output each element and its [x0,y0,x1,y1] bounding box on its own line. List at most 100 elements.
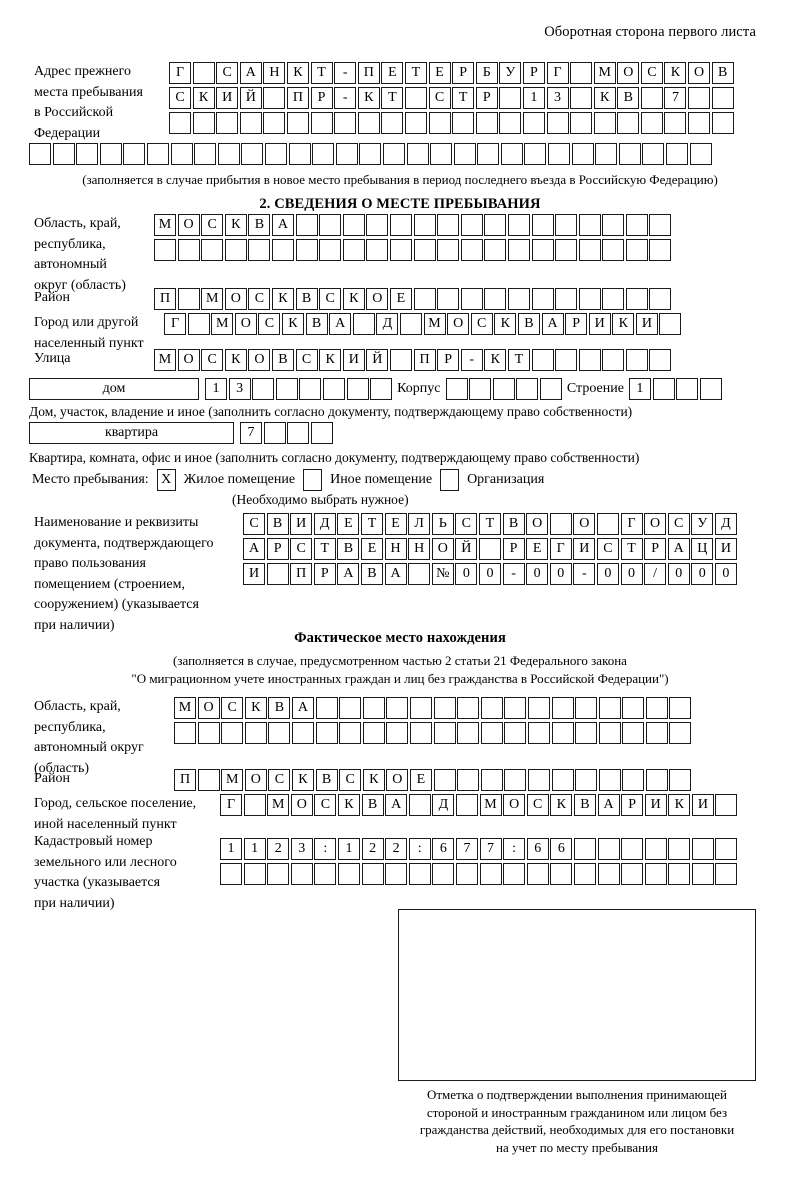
prev-address-r1-cell-3[interactable]: А [239,62,262,84]
al-city-cell-6[interactable]: В [361,794,384,816]
prev-address-r4-cell-22[interactable] [548,143,571,165]
al-cad-r1-cell-17[interactable] [621,838,644,860]
prev-address-r1-cell-0[interactable]: Г [169,62,191,84]
prev-address-r2-cell-17[interactable] [570,87,593,109]
doc-r1-cell-15[interactable] [596,513,619,535]
s2-district-cell-11[interactable] [413,288,436,310]
doc-r3-cell-17[interactable]: / [644,563,667,585]
al-city-cell-4[interactable]: С [314,794,337,816]
doc-r2-cell-17[interactable]: Р [644,538,667,560]
doc-r1-cell-18[interactable]: С [667,513,690,535]
doc-r3-cell-0[interactable]: И [243,563,265,585]
prev-address-r1-cell-16[interactable]: Г [546,62,569,84]
prev-address-r1-cell-2[interactable]: С [216,62,239,84]
prev-address-r4-cell-25[interactable] [618,143,641,165]
s2-district-cell-18[interactable] [578,288,601,310]
prev-address-r2-cell-4[interactable] [263,87,286,109]
al-region-r1-cell-10[interactable] [409,697,432,719]
doc-r1-cell-19[interactable]: У [691,513,714,535]
prev-address-r3-cell-12[interactable] [452,112,475,134]
al-city-cell-8[interactable] [408,794,431,816]
s2-city-cell-9[interactable]: Д [376,313,399,335]
s2-district-cell-2[interactable]: М [201,288,224,310]
al-region-r1-cell-13[interactable] [480,697,503,719]
al-cad-r1-cell-12[interactable]: : [503,838,526,860]
stay-place-checkbox-1[interactable] [303,469,323,491]
al-cad-r1-cell-1[interactable]: 1 [243,838,266,860]
prev-address-r2-cell-14[interactable] [499,87,522,109]
al-cad-r2-cell-21[interactable] [715,863,738,885]
prev-address-r1-cell-1[interactable] [192,62,215,84]
s2-district-cell-21[interactable] [649,288,672,310]
al-region-r2-cell-14[interactable] [504,722,527,744]
korpus-cell-1[interactable] [469,378,492,400]
prev-address-r2-cell-12[interactable]: Т [452,87,475,109]
stroenie-cell-1[interactable] [652,378,675,400]
s2-city-cell-14[interactable]: К [494,313,517,335]
doc-r1-cell-0[interactable]: С [243,513,265,535]
prev-address-r2-cell-5[interactable]: П [286,87,309,109]
prev-address-r1-cell-14[interactable]: У [499,62,522,84]
prev-address-r1-cell-8[interactable]: П [357,62,380,84]
flat-cells[interactable]: 7 [240,422,333,444]
prev-address-r4-cell-12[interactable] [312,143,335,165]
al-region-r1-cell-6[interactable] [315,697,338,719]
prev-address-r2-cell-21[interactable]: 7 [664,87,687,109]
al-region-r2-cell-3[interactable] [244,722,267,744]
al-cad-r1-cell-4[interactable]: : [314,838,337,860]
s2-city-cell-18[interactable]: И [588,313,611,335]
al-region-r2-cell-21[interactable] [669,722,692,744]
doc-r3-cell-9[interactable]: 0 [455,563,478,585]
prev-address-r3-cell-9[interactable] [381,112,404,134]
s2-region-r1-cell-8[interactable] [342,214,365,236]
s2-district-cell-13[interactable] [460,288,483,310]
doc-r2-cell-18[interactable]: А [667,538,690,560]
s2-region-r2-cell-9[interactable] [366,239,389,261]
al-district-cell-3[interactable]: О [244,769,267,791]
prev-address-r4-cell-3[interactable] [99,143,122,165]
prev-address-r1-cell-22[interactable]: О [688,62,711,84]
doc-r3-cell-2[interactable]: П [290,563,313,585]
s2-region-r1-cell-16[interactable] [531,214,554,236]
al-cad-r2-cell-16[interactable] [597,863,620,885]
s2-region-r2-cell-19[interactable] [602,239,625,261]
al-region-row-2[interactable] [174,722,692,744]
doc-r3-cell-19[interactable]: 0 [691,563,714,585]
al-district-cell-20[interactable] [645,769,668,791]
s2-city-cell-4[interactable]: С [258,313,281,335]
al-cad-r1-cell-19[interactable] [668,838,691,860]
al-city-cell-7[interactable]: А [385,794,408,816]
prev-address-row-3[interactable] [169,112,734,134]
doc-r2-cell-8[interactable]: О [431,538,454,560]
s2-street-cell-4[interactable]: О [248,349,271,371]
prev-address-r1-cell-20[interactable]: С [640,62,663,84]
al-district-cell-21[interactable] [669,769,692,791]
s2-street-cell-21[interactable] [649,349,672,371]
al-district-cell-8[interactable]: К [362,769,385,791]
doc-r3-cell-12[interactable]: 0 [526,563,549,585]
doc-r3-cell-6[interactable]: А [384,563,407,585]
al-cad-r1-cell-8[interactable]: : [408,838,431,860]
prev-address-r1-cell-10[interactable]: Т [404,62,427,84]
s2-city-cell-21[interactable] [659,313,682,335]
al-region-r1-cell-19[interactable] [622,697,645,719]
doc-r3-cell-8[interactable]: № [431,563,454,585]
prev-address-r1-cell-15[interactable]: Р [522,62,545,84]
al-city-cell-1[interactable] [243,794,266,816]
prev-address-r3-cell-11[interactable] [428,112,451,134]
al-city-cell-21[interactable] [715,794,738,816]
stay-place-checkbox-0[interactable]: X [156,469,176,491]
korpus-cell-4[interactable] [539,378,562,400]
s2-region-r2-cell-18[interactable] [578,239,601,261]
s2-street-cell-3[interactable]: К [224,349,247,371]
doc-r1-cell-17[interactable]: О [644,513,667,535]
prev-address-r2-cell-1[interactable]: К [192,87,215,109]
korpus-cell-2[interactable] [492,378,515,400]
prev-address-r3-cell-14[interactable] [499,112,522,134]
al-region-r1-cell-9[interactable] [386,697,409,719]
